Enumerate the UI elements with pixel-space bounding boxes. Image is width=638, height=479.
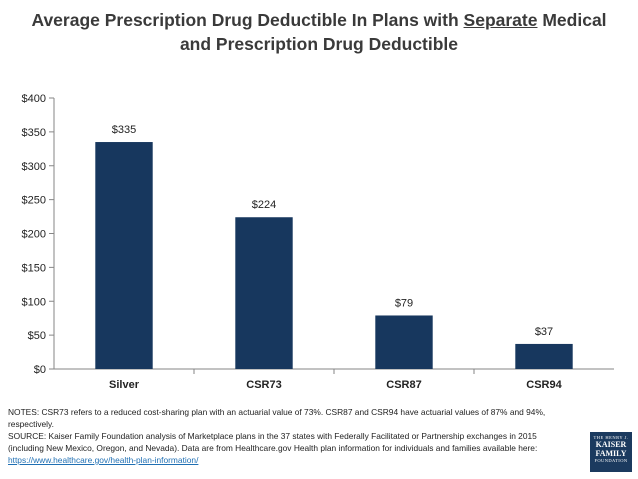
title-line2: and Prescription Drug Deductible xyxy=(179,34,459,54)
x-category-label: CSR94 xyxy=(526,379,562,391)
logo-foundation-text: FOUNDATION xyxy=(594,458,628,463)
title-line1-pre: Average Prescription Drug Deductible In … xyxy=(31,10,464,30)
chart-notes: NOTES: CSR73 refers to a reduced cost-sh… xyxy=(8,406,568,466)
bar-csr73 xyxy=(235,217,293,369)
data-label: $37 xyxy=(535,326,553,338)
y-tick-label: $300 xyxy=(22,161,46,173)
title-underlined-word: Separate xyxy=(463,10,538,30)
kff-logo: THE HENRY J. KAISER FAMILY FOUNDATION xyxy=(590,432,632,472)
title-line1-post: Medical xyxy=(537,10,607,30)
bar-csr94 xyxy=(515,343,573,369)
y-tick-label: $100 xyxy=(22,296,46,308)
y-tick-label: $150 xyxy=(22,262,46,274)
bar-chart: $0 $50 $100 $150 $200 $250 $300 $350 $400 $335 Sil… xyxy=(22,93,614,391)
notes-text: NOTES: CSR73 refers to a reduced cost-sh… xyxy=(8,407,546,429)
logo-top-text: THE HENRY J. xyxy=(593,435,629,440)
y-tick-label: $400 xyxy=(22,93,46,105)
x-category-label: CSR73 xyxy=(246,379,281,391)
data-label: $79 xyxy=(395,297,413,309)
x-category-label: Silver xyxy=(109,379,140,391)
y-tick-label: $200 xyxy=(22,229,46,241)
y-tick-label: $50 xyxy=(28,330,46,342)
bar-csr87 xyxy=(375,315,433,369)
y-tick-label: $250 xyxy=(22,195,46,207)
data-label: $224 xyxy=(252,199,276,211)
source-text: SOURCE: Kaiser Family Foundation analysi… xyxy=(8,430,568,466)
y-tick-label: $350 xyxy=(22,127,46,139)
chart-title: Average Prescription Drug Deductible In … xyxy=(0,8,638,56)
logo-kaiser-text: KAISER xyxy=(595,440,627,449)
x-category-label: CSR87 xyxy=(386,379,421,391)
bar-silver xyxy=(95,142,153,369)
source-body: SOURCE: Kaiser Family Foundation analysi… xyxy=(8,431,538,453)
data-label: $335 xyxy=(112,124,136,136)
source-link[interactable]: https://www.healthcare.gov/health-plan-i… xyxy=(8,455,199,465)
y-tick-label: $0 xyxy=(34,364,46,376)
logo-family-text: FAMILY xyxy=(595,449,627,458)
